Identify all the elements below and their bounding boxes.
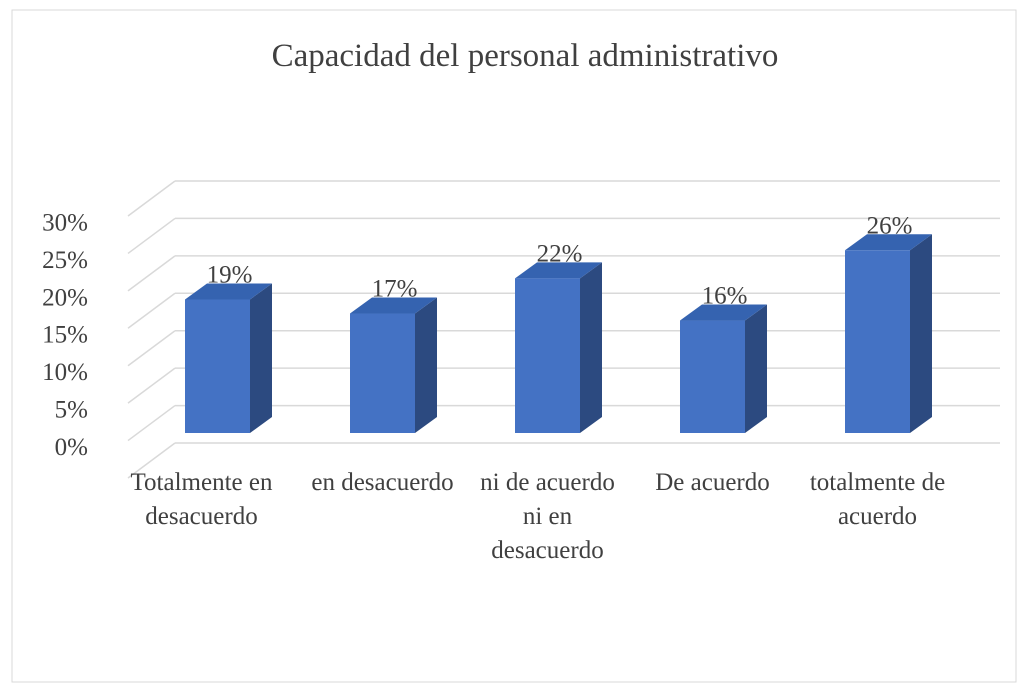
y-tick-label: 30% <box>42 209 88 236</box>
bar-side <box>415 297 437 433</box>
grid-line <box>127 404 176 442</box>
y-tick-label: 5% <box>55 397 88 424</box>
bar <box>845 250 910 433</box>
y-tick-label: 0% <box>55 434 88 461</box>
y-tick-label: 15% <box>42 322 88 349</box>
bar-side <box>580 262 602 433</box>
grid-line <box>127 330 176 367</box>
bar <box>515 278 580 433</box>
bar-top <box>350 297 437 314</box>
data-label: 16% <box>702 283 748 310</box>
data-label: 22% <box>537 240 583 267</box>
data-label: 19% <box>207 261 253 288</box>
bar-side <box>745 304 767 433</box>
bar <box>185 299 250 433</box>
x-tick-label: totalmente de acuerdo <box>809 469 946 530</box>
data-label: 26% <box>867 212 913 239</box>
chart-title: Capacidad del personal administrativo <box>272 38 779 74</box>
bar-side <box>250 283 272 433</box>
x-tick-label: en desacuerdo <box>311 469 454 496</box>
data-label: 17% <box>372 276 418 303</box>
y-tick-label: 25% <box>42 247 88 274</box>
y-tick-label: 10% <box>42 359 88 386</box>
grid-line <box>127 442 176 479</box>
grid-line <box>127 292 176 329</box>
bar-side <box>910 234 932 433</box>
bar-top <box>680 304 767 321</box>
x-tick-label: De acuerdo <box>655 469 770 496</box>
bar-top <box>185 283 272 300</box>
bar <box>350 313 415 433</box>
chart-border <box>11 9 1017 683</box>
grid-line <box>127 367 176 404</box>
x-tick-label: Totalmente en desacuerdo <box>130 469 273 530</box>
plot-frame <box>127 180 176 217</box>
bar-top <box>515 262 602 279</box>
bar <box>680 320 745 433</box>
grid-line <box>127 217 176 255</box>
y-tick-label: 20% <box>42 284 88 311</box>
grid-line <box>127 255 176 292</box>
x-tick-label: ni de acuerdo ni en desacuerdo <box>480 469 615 564</box>
bar-top <box>845 234 932 251</box>
